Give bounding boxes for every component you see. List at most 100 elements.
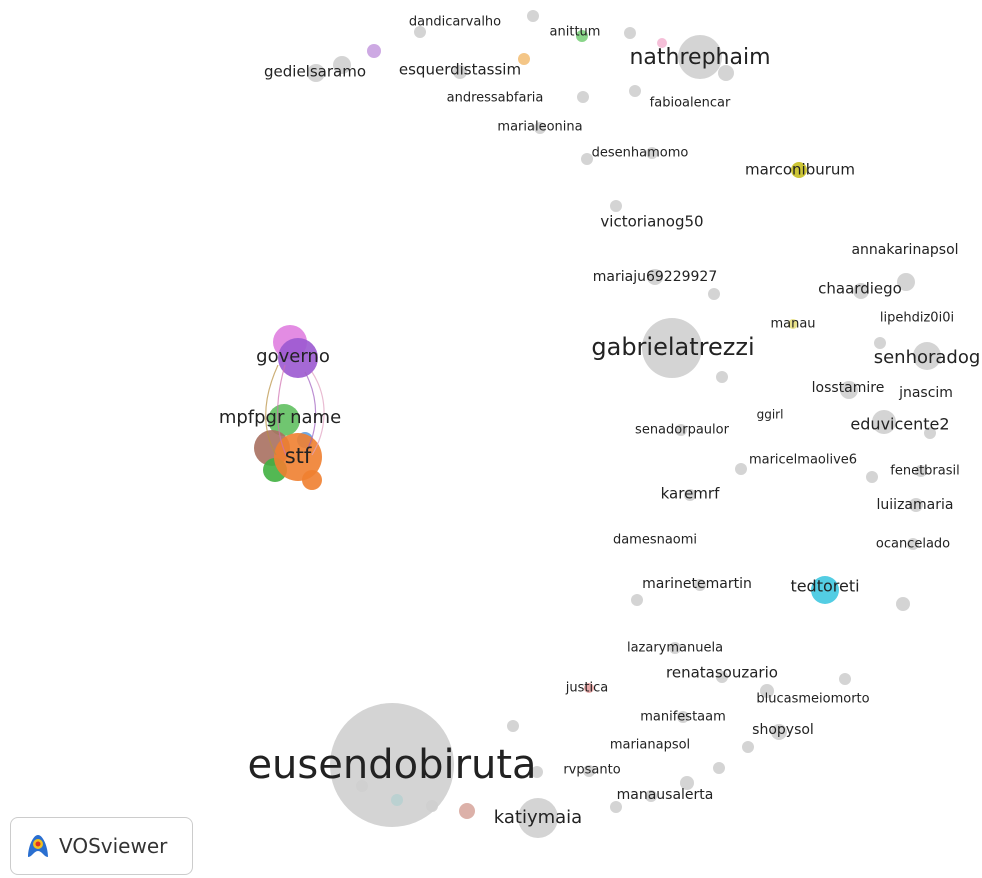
node-label: luiizamaria — [877, 497, 954, 513]
node-circle — [839, 673, 851, 685]
node-circle — [874, 337, 886, 349]
node-label: esquerdistassim — [399, 61, 521, 79]
node-circle — [853, 283, 869, 299]
node-circle — [909, 498, 923, 512]
node-circle — [915, 465, 927, 477]
node-circle — [669, 642, 681, 654]
node-circle — [678, 35, 722, 79]
node-circle — [534, 122, 546, 134]
vosviewer-logo[interactable]: VOSviewer — [10, 817, 193, 875]
node-label: desenhamomo — [592, 146, 689, 161]
node-circle — [581, 153, 593, 165]
node-circle — [330, 703, 454, 827]
node-circle — [913, 342, 941, 370]
node-label: marialeonina — [497, 120, 582, 135]
node-circle — [735, 463, 747, 475]
node-label: mariaju69229927 — [593, 269, 717, 285]
node-circle — [718, 65, 734, 81]
node-label: fenetbrasil — [890, 464, 959, 479]
node-label: losstamire — [812, 380, 885, 396]
node-circle — [646, 147, 658, 159]
node-label: blucasmeiomorto — [756, 692, 869, 707]
node-label: ocancelado — [876, 537, 950, 552]
node-label: gedielsaramo — [264, 63, 366, 81]
node-circle — [760, 684, 774, 698]
logo-icon — [28, 835, 48, 857]
node-label: renatasouzario — [666, 664, 778, 682]
node-circle — [577, 91, 589, 103]
node-circle — [531, 766, 543, 778]
node-circle — [453, 65, 467, 79]
node-label: victorianog50 — [600, 213, 703, 231]
node-label: jnascim — [898, 385, 953, 401]
node-label: nathrephaim — [629, 45, 770, 70]
links — [265, 364, 325, 456]
node-label: chaardiego — [818, 280, 902, 298]
node-circle — [680, 776, 694, 790]
node-circle — [788, 319, 798, 329]
node-label: tedtoreti — [790, 577, 859, 596]
node-circle — [610, 801, 622, 813]
node-circle — [645, 790, 657, 802]
node-label: gabrielatrezzi — [591, 333, 754, 361]
node-circle — [584, 683, 594, 693]
node-label: marianapsol — [610, 738, 690, 753]
node-circle — [924, 427, 936, 439]
node-circle — [896, 597, 910, 611]
node-circle — [624, 27, 636, 39]
node-circle — [716, 671, 728, 683]
node-circle — [629, 85, 641, 97]
node-label: ggirl — [757, 408, 784, 422]
node-label: annakarinapsol — [851, 242, 958, 258]
node-circle — [742, 741, 754, 753]
node-label: lazarymanuela — [627, 641, 723, 656]
node-label: governo — [256, 346, 330, 367]
node-label: maricelmaolive6 — [749, 453, 857, 468]
node-circle — [307, 64, 325, 82]
node-label: senhoradog — [874, 347, 981, 368]
node-circle — [907, 538, 919, 550]
node-circle — [791, 162, 807, 178]
node-label: marconiburum — [745, 161, 855, 179]
node-label: senadorpaulor — [635, 423, 730, 438]
node-circle — [897, 273, 915, 291]
link — [277, 364, 287, 456]
node-label: rvpsanto — [563, 763, 620, 778]
node-label: damesnaomi — [613, 533, 697, 548]
node-label: anittum — [550, 25, 601, 40]
node-circle — [583, 765, 595, 777]
node-circle — [811, 576, 839, 604]
node-circle — [872, 410, 896, 434]
node-label: marinetemartin — [642, 576, 752, 592]
node-circle — [642, 318, 702, 378]
node-label: dandicarvalho — [409, 15, 501, 30]
node-label: manau — [770, 317, 815, 332]
node-circle — [333, 56, 351, 74]
link — [265, 364, 279, 456]
node-label: katiymaia — [494, 807, 582, 828]
node-label: stf — [285, 444, 312, 468]
node-circle — [278, 338, 318, 378]
node-label: fabioalencar — [650, 96, 731, 111]
node-circle — [527, 10, 539, 22]
node-circle — [866, 471, 878, 483]
node-circle — [426, 800, 438, 812]
node-circle — [356, 780, 368, 792]
node-circle — [610, 200, 622, 212]
node-label: manifestaam — [640, 710, 726, 725]
node-label: lipehdiz0i0i — [880, 311, 954, 326]
node-circle — [716, 371, 728, 383]
node-label: mpfpgr name — [219, 407, 341, 428]
node-circle — [576, 30, 588, 42]
node-circle — [518, 798, 558, 838]
node-circle — [694, 579, 706, 591]
node-circle — [647, 269, 663, 285]
node-circle — [677, 711, 689, 723]
labels: dandicarvalho anittum gedielsaramo esquerdi… — [219, 15, 980, 829]
node-circle — [675, 424, 687, 436]
node-circle — [631, 594, 643, 606]
node-label: shopysol — [752, 722, 814, 738]
node-circle — [268, 404, 300, 436]
node-circle — [713, 762, 725, 774]
